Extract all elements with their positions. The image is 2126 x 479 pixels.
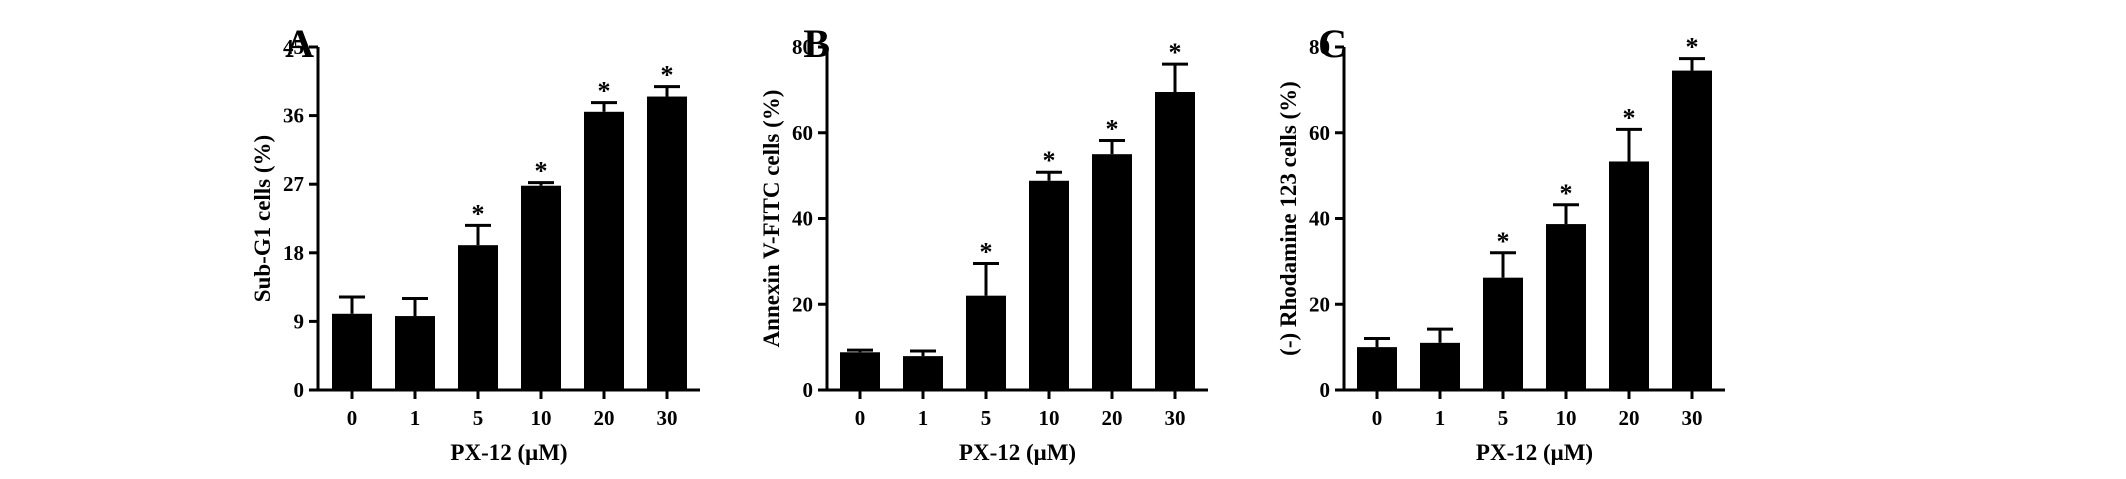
x-axis-label: PX-12 (μM) <box>450 440 567 465</box>
y-tick-label: 40 <box>792 207 813 231</box>
y-tick-label: 60 <box>792 121 813 145</box>
x-tick-label: 1 <box>1435 406 1446 430</box>
x-axis-label: PX-12 (μM) <box>1476 440 1593 465</box>
y-tick-label: 27 <box>283 172 304 196</box>
x-tick-label: 20 <box>594 406 615 430</box>
panel-c: C 0 20 40 60 80 0 1 5 * 10 * 20 * 30 * PX-12 (μM) (-) Rho… <box>1276 21 1725 465</box>
x-tick-label: 5 <box>1498 406 1509 430</box>
significance-star: * <box>535 157 548 186</box>
y-axis-label: Sub-G1 cells (%) <box>250 135 275 302</box>
significance-star: * <box>598 77 611 106</box>
x-tick-label: 10 <box>1039 406 1060 430</box>
bar <box>1420 342 1460 390</box>
significance-star: * <box>1043 146 1056 175</box>
bar <box>458 245 498 390</box>
significance-star: * <box>1623 103 1636 132</box>
y-tick-label: 20 <box>1309 292 1330 316</box>
y-tick-label: 80 <box>792 35 813 59</box>
y-tick-label: 80 <box>1309 35 1330 59</box>
x-tick-label: 5 <box>473 406 484 430</box>
x-tick-label: 0 <box>855 406 866 430</box>
x-tick-label: 0 <box>1372 406 1383 430</box>
bar <box>1092 154 1132 390</box>
x-tick-label: 1 <box>410 406 421 430</box>
x-tick-label: 20 <box>1102 406 1123 430</box>
bar <box>332 313 372 390</box>
y-tick-label: 9 <box>294 309 305 333</box>
y-tick-label: 0 <box>803 378 814 402</box>
panel-a: A 0 9 18 27 36 45 0 1 5 * 10 * 20 * 30 * PX-12 (μM) Sub-G1… <box>250 21 700 465</box>
bar <box>395 316 435 390</box>
bar <box>1483 277 1523 390</box>
x-tick-label: 30 <box>1682 406 1703 430</box>
significance-star: * <box>1169 38 1182 67</box>
bar <box>584 111 624 391</box>
y-tick-label: 60 <box>1309 121 1330 145</box>
y-tick-label: 18 <box>283 241 304 265</box>
x-tick-label: 10 <box>531 406 552 430</box>
bar <box>840 352 880 390</box>
bar <box>1029 180 1069 390</box>
x-tick-label: 30 <box>657 406 678 430</box>
significance-star: * <box>472 199 485 228</box>
significance-star: * <box>980 238 993 267</box>
bar <box>903 356 943 390</box>
bar <box>521 185 561 390</box>
significance-star: * <box>1686 33 1699 62</box>
x-tick-label: 20 <box>1619 406 1640 430</box>
significance-star: * <box>1497 227 1510 256</box>
x-tick-label: 0 <box>347 406 358 430</box>
x-axis-label: PX-12 (μM) <box>959 440 1076 465</box>
panel-letter: A <box>285 21 314 66</box>
y-tick-label: 20 <box>792 292 813 316</box>
bar <box>966 295 1006 390</box>
x-tick-label: 5 <box>981 406 992 430</box>
y-axis-label: Annexin V-FITC cells (%) <box>759 90 784 348</box>
x-tick-label: 10 <box>1556 406 1577 430</box>
panel-letter: C <box>1318 21 1347 66</box>
bar <box>647 96 687 391</box>
bar <box>1155 92 1195 391</box>
y-tick-label: 0 <box>294 378 305 402</box>
y-tick-label: 40 <box>1309 207 1330 231</box>
bar <box>1672 70 1712 391</box>
y-tick-label: 0 <box>1320 378 1331 402</box>
bar <box>1546 224 1586 390</box>
significance-star: * <box>1560 179 1573 208</box>
y-axis-label: (-) Rhodamine 123 cells (%) <box>1276 81 1301 356</box>
x-tick-label: 1 <box>918 406 929 430</box>
significance-star: * <box>661 61 674 90</box>
x-tick-label: 30 <box>1165 406 1186 430</box>
significance-star: * <box>1106 114 1119 143</box>
bar <box>1609 161 1649 390</box>
bar <box>1357 347 1397 390</box>
y-tick-label: 36 <box>283 104 304 128</box>
y-tick-label: 45 <box>283 35 304 59</box>
